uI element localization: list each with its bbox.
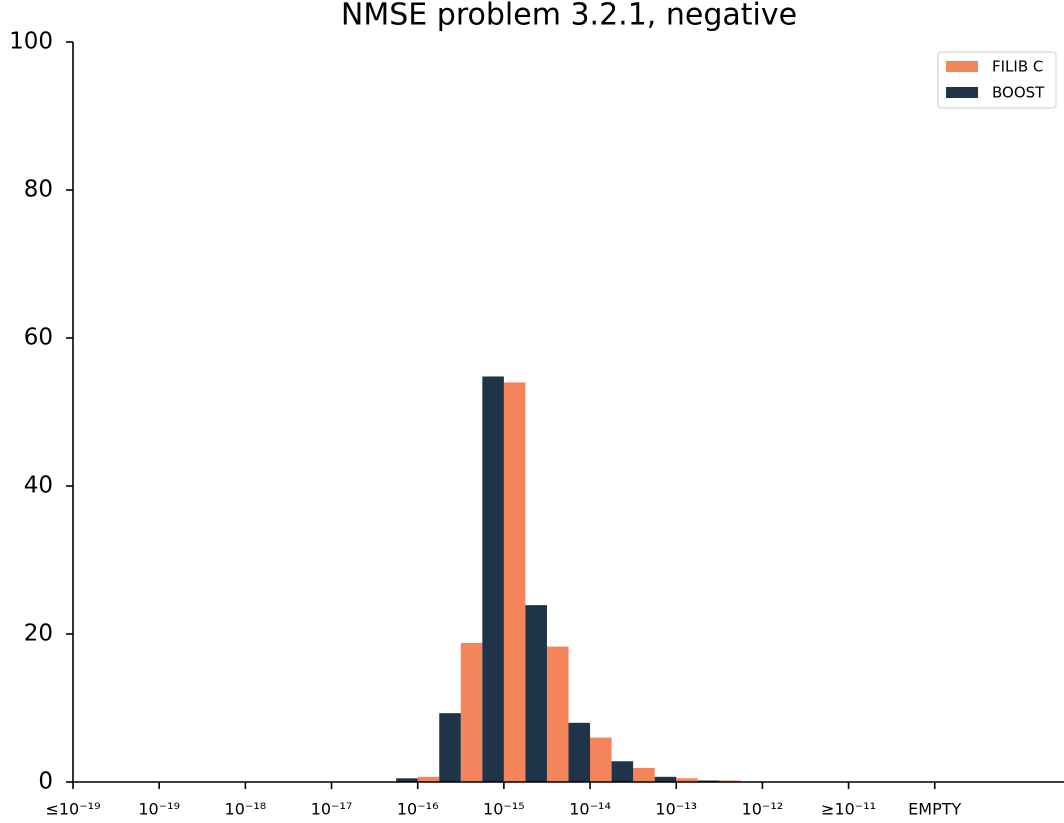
- legend: FILIB C BOOST: [937, 51, 1057, 109]
- bar: [439, 713, 461, 782]
- bar: [654, 776, 677, 782]
- x-tick-label: 10⁻¹²: [742, 800, 784, 819]
- x-tick-label: 10⁻¹⁶: [397, 800, 439, 819]
- bar: [525, 605, 547, 782]
- y-tick-label: 40: [24, 473, 53, 499]
- bar: [417, 776, 440, 782]
- x-tick-label: EMPTY: [908, 800, 961, 819]
- chart-title: NMSE problem 3.2.1, negative: [341, 0, 797, 33]
- bar: [611, 761, 634, 782]
- x-tick-label: 10⁻¹⁸: [225, 800, 267, 819]
- y-tick-label: 100: [9, 29, 53, 55]
- y-tick-label: 20: [24, 621, 53, 647]
- x-tick-label: ≥10⁻¹¹: [821, 800, 876, 819]
- bar: [396, 778, 418, 782]
- bar: [460, 642, 483, 782]
- bar: [568, 722, 591, 782]
- x-tick-label: ≤10⁻¹⁹: [45, 800, 100, 819]
- x-tick-label: 10⁻¹⁷: [311, 800, 353, 819]
- legend-label: FILIB C: [992, 58, 1043, 76]
- legend-label: BOOST: [992, 84, 1045, 102]
- bar: [503, 382, 526, 782]
- bar: [546, 646, 569, 782]
- x-tick-label: 10⁻¹⁵: [483, 800, 525, 819]
- x-tick-label: 10⁻¹⁹: [138, 800, 180, 819]
- bar: [633, 767, 655, 782]
- legend-swatch: [946, 87, 978, 98]
- y-tick-label: 80: [24, 177, 53, 203]
- y-tick-label: 60: [24, 325, 53, 351]
- y-tick-label: 0: [38, 769, 53, 795]
- bar: [590, 737, 612, 782]
- x-tick-label: 10⁻¹³: [655, 800, 697, 819]
- legend-swatch: [946, 61, 978, 72]
- x-tick-label: 10⁻¹⁴: [569, 800, 611, 819]
- bar: [676, 778, 698, 782]
- bar: [482, 376, 504, 782]
